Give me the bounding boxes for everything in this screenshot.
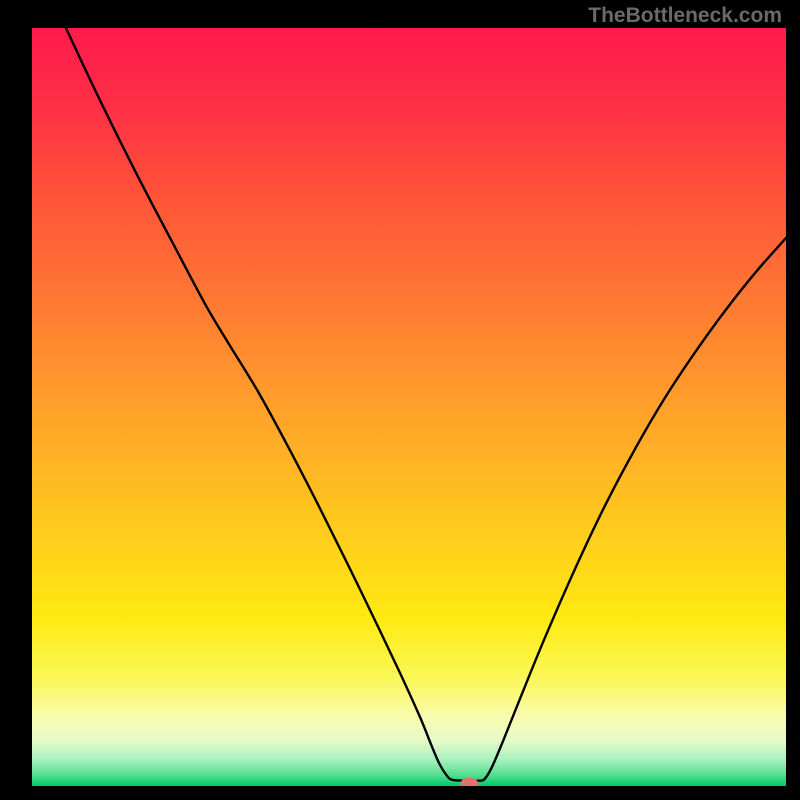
watermark-label: TheBottleneck.com	[588, 4, 782, 28]
stage: TheBottleneck.com	[0, 0, 800, 800]
chart-plot-area	[32, 28, 786, 786]
chart-background	[32, 28, 786, 786]
chart-svg	[32, 28, 786, 786]
